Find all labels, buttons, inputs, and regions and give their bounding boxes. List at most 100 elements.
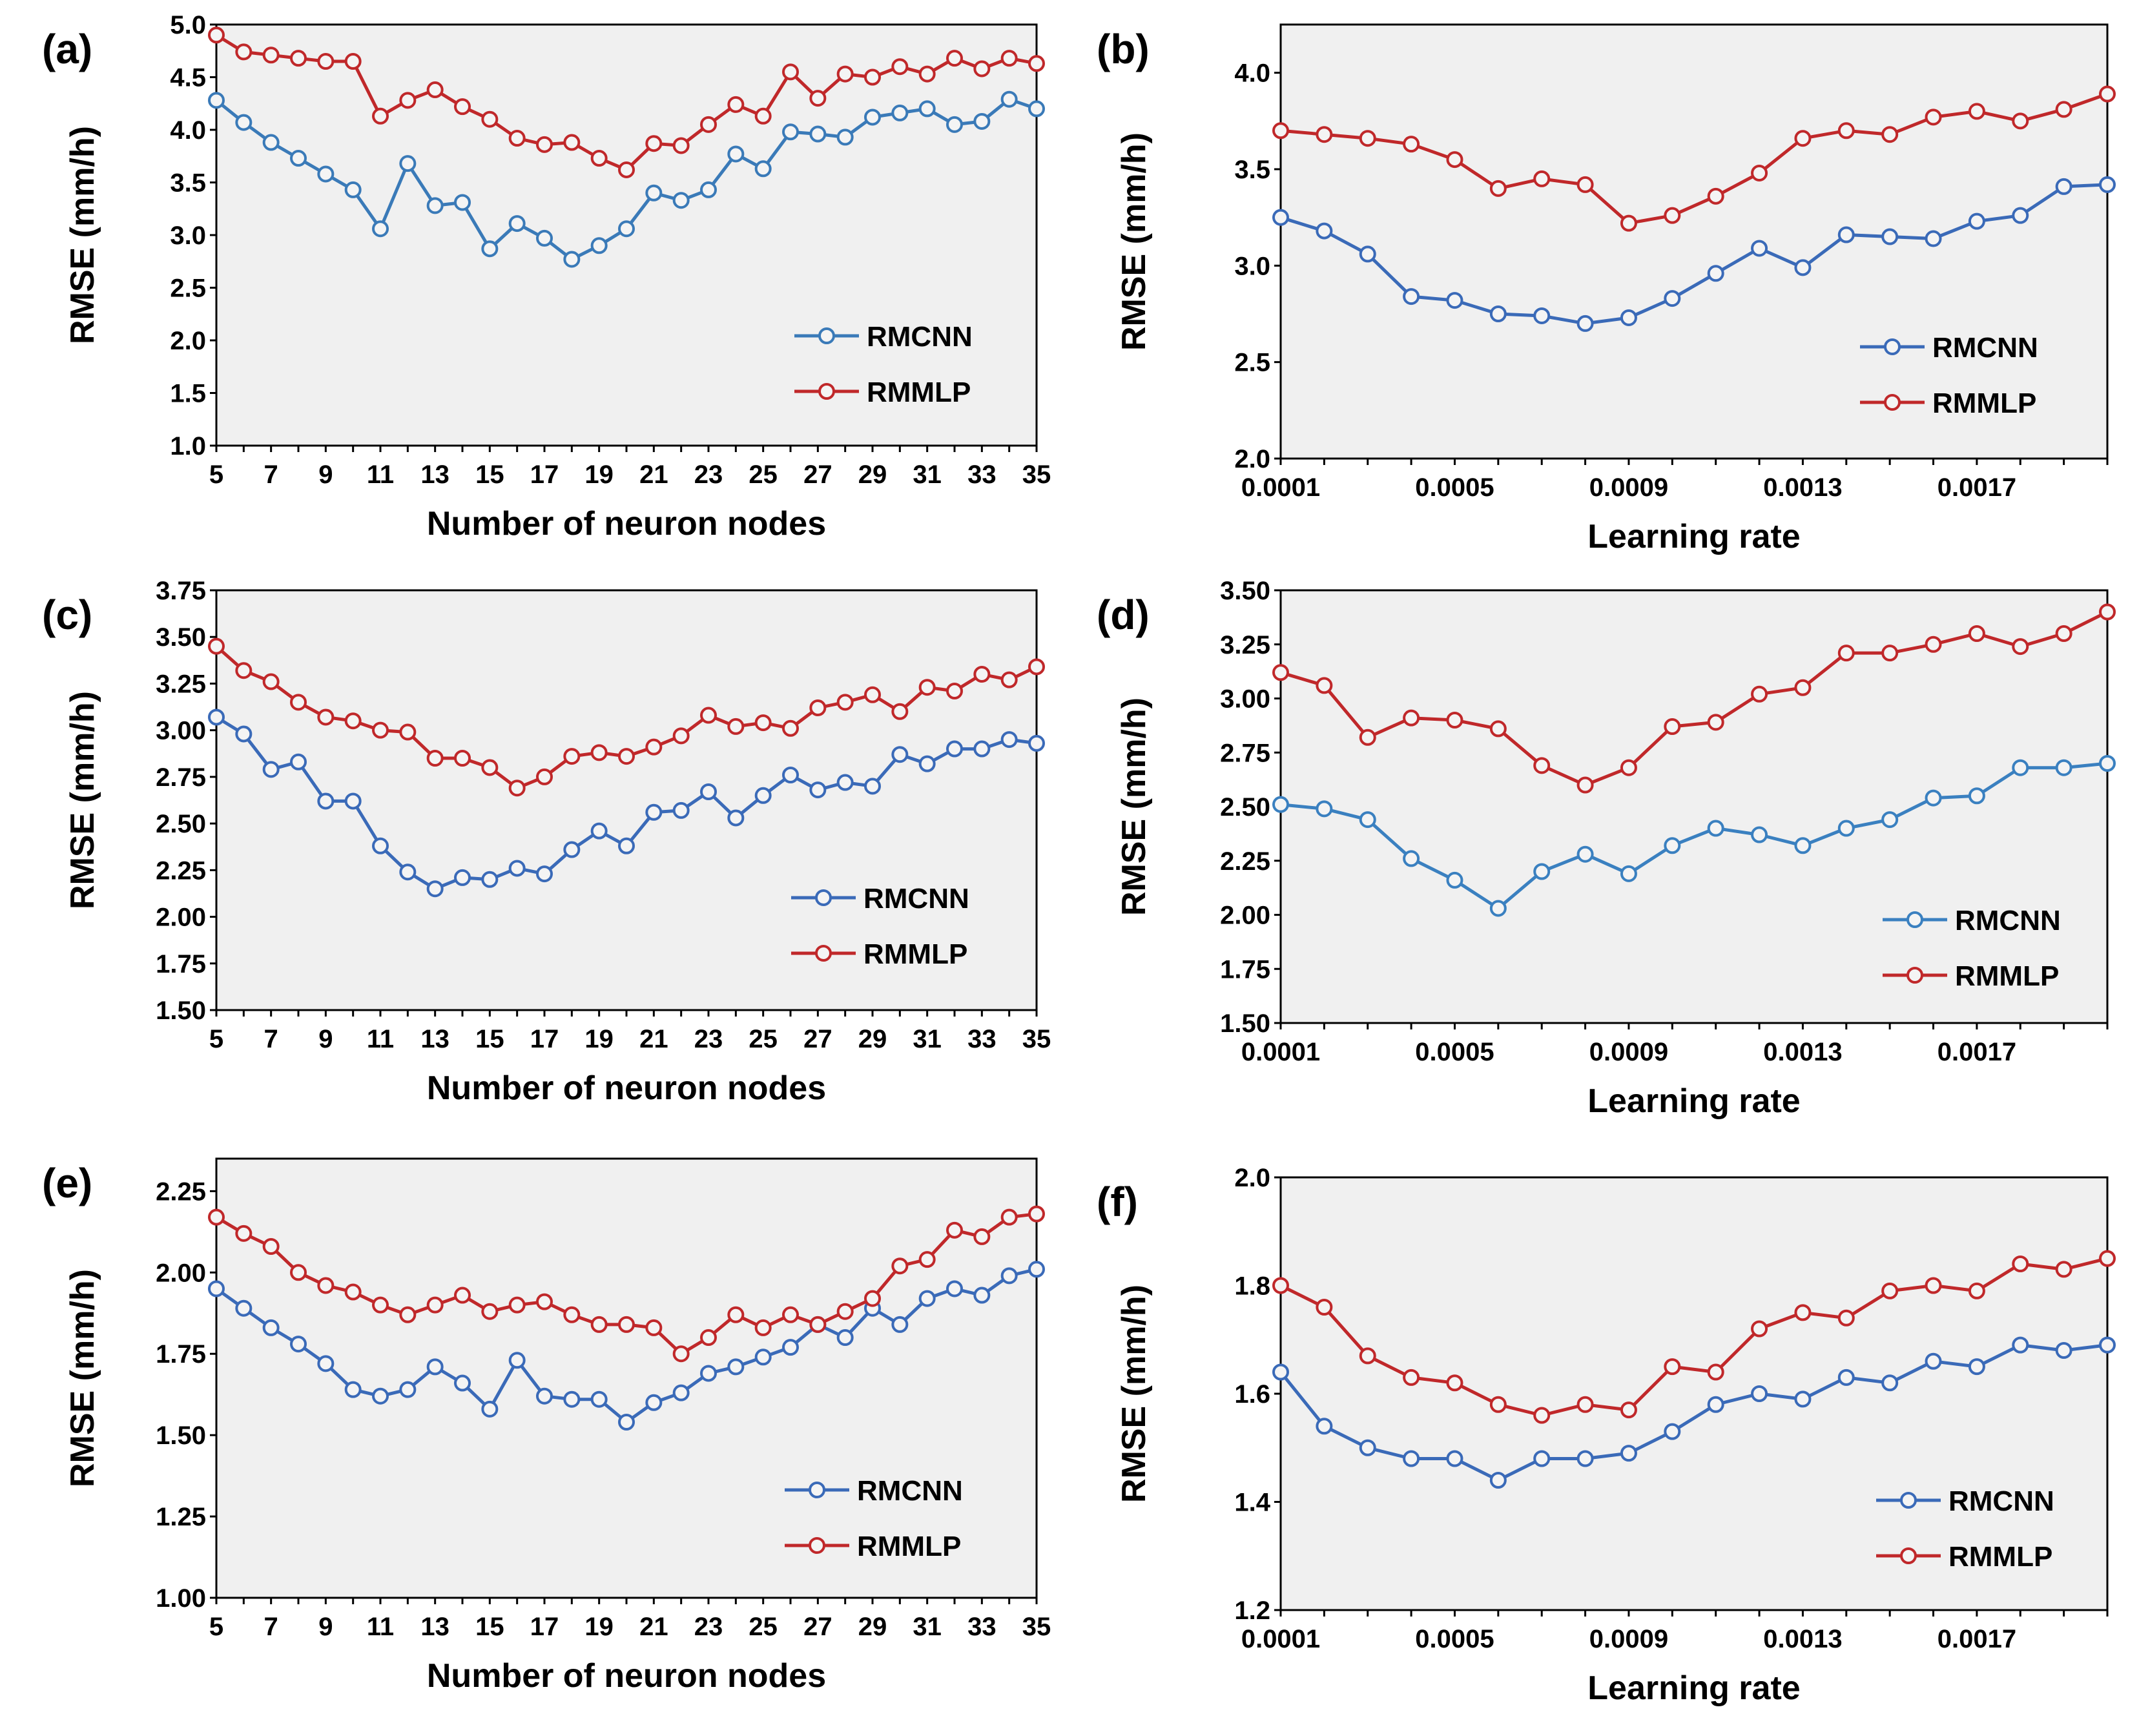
x-tick-label: 0.0017 <box>1938 1625 2016 1653</box>
data-point <box>672 1384 690 1401</box>
data-point <box>372 1296 389 1314</box>
data-point <box>700 181 717 198</box>
data-point <box>1000 1208 1018 1226</box>
x-tick-label: 19 <box>584 1025 614 1053</box>
data-point <box>836 694 854 711</box>
data-point <box>2055 759 2072 776</box>
data-point <box>645 1394 663 1411</box>
data-point <box>454 98 471 116</box>
x-tick-label: 25 <box>749 1613 778 1641</box>
data-point <box>618 1316 635 1333</box>
data-point <box>727 96 745 113</box>
data-point <box>508 780 526 797</box>
x-tick-label: 13 <box>420 1613 450 1641</box>
y-tick-label: 3.50 <box>1220 577 1270 605</box>
data-point <box>454 194 471 211</box>
legend-label: RMMLP <box>857 1531 961 1562</box>
y-tick-label: 4.0 <box>170 116 206 145</box>
y-tick-label: 4.0 <box>1234 59 1270 88</box>
plot-area <box>1279 589 2109 1024</box>
data-point <box>317 1277 335 1294</box>
data-point <box>1028 734 1045 752</box>
data-point <box>1837 820 1855 837</box>
data-point <box>891 703 909 720</box>
data-point <box>1620 1401 1637 1419</box>
data-point <box>809 125 827 143</box>
data-point <box>946 740 963 758</box>
x-tick-label: 35 <box>1022 460 1051 489</box>
x-tick-label: 0.0001 <box>1241 1625 1320 1653</box>
data-point <box>1316 1418 1333 1435</box>
data-point <box>1000 671 1018 688</box>
x-tick-label: 17 <box>530 1025 559 1053</box>
data-point <box>891 1257 909 1275</box>
data-point <box>1664 1358 1681 1376</box>
x-tick-label: 0.0009 <box>1589 1038 1668 1066</box>
data-point <box>727 1306 745 1323</box>
x-tick-label: 11 <box>367 460 394 489</box>
data-point <box>344 712 362 730</box>
data-point <box>399 155 417 172</box>
data-point <box>864 686 881 703</box>
y-tick-label: 2.0 <box>1234 445 1270 473</box>
data-point <box>1446 712 1463 728</box>
y-tick-label: 2.00 <box>1220 902 1270 930</box>
data-point <box>1968 103 1985 120</box>
data-point <box>1359 130 1376 147</box>
data-point <box>536 136 553 153</box>
y-tick-label: 2.5 <box>1234 349 1270 377</box>
data-point <box>208 708 225 726</box>
data-point <box>1925 789 1942 807</box>
data-point <box>727 1358 745 1376</box>
data-point <box>454 1374 471 1392</box>
data-point <box>399 723 417 741</box>
data-point <box>1881 1282 1899 1299</box>
data-point <box>1272 122 1289 140</box>
data-point <box>836 1303 854 1320</box>
data-point <box>426 197 444 214</box>
data-point <box>754 160 772 178</box>
data-point <box>700 116 717 133</box>
x-axis-title: Number of neuron nodes <box>427 1657 826 1695</box>
data-point <box>782 767 799 783</box>
legend-marker <box>1884 394 1901 411</box>
y-tick-label: 2.25 <box>156 856 206 885</box>
panel-label: (a) <box>42 26 92 72</box>
data-point <box>1028 658 1045 676</box>
data-point <box>536 1293 553 1310</box>
x-tick-label: 15 <box>475 460 504 489</box>
data-point <box>2099 603 2116 621</box>
data-point <box>672 137 690 154</box>
chart-panel-6: 1.2 1.4 1.6 1.8 2.0 0.0001 0.0005 0.0009 0.0013 0… <box>1097 1164 2116 1707</box>
data-point <box>1000 731 1018 749</box>
x-tick-label: 11 <box>367 1613 394 1641</box>
data-point <box>1000 90 1018 108</box>
y-tick-label: 3.75 <box>156 577 206 605</box>
x-tick-label: 13 <box>420 1025 450 1053</box>
data-point <box>590 1316 608 1333</box>
data-point <box>317 165 335 183</box>
data-point <box>973 60 991 78</box>
data-point <box>618 161 635 178</box>
y-tick-label: 3.25 <box>1220 631 1270 659</box>
data-point <box>918 100 936 118</box>
data-point <box>1794 130 1812 147</box>
x-tick-label: 21 <box>639 1613 668 1641</box>
data-point <box>399 92 417 109</box>
y-axis-title: RMSE (mm/h) <box>1115 698 1153 916</box>
data-point <box>782 63 799 81</box>
y-tick-label: 2.0 <box>1234 1164 1270 1192</box>
data-point <box>672 801 690 819</box>
legend-marker <box>809 1482 825 1498</box>
data-point <box>754 1319 772 1336</box>
y-tick-label: 3.00 <box>156 717 206 745</box>
legend-marker <box>809 1537 825 1554</box>
legend-marker <box>815 945 832 962</box>
data-point <box>1881 811 1899 829</box>
y-tick-label: 1.4 <box>1234 1489 1270 1517</box>
data-point <box>782 123 799 141</box>
data-point <box>426 1296 444 1314</box>
data-point <box>290 694 307 711</box>
y-tick-label: 3.0 <box>1234 252 1270 280</box>
legend-marker <box>818 327 835 344</box>
